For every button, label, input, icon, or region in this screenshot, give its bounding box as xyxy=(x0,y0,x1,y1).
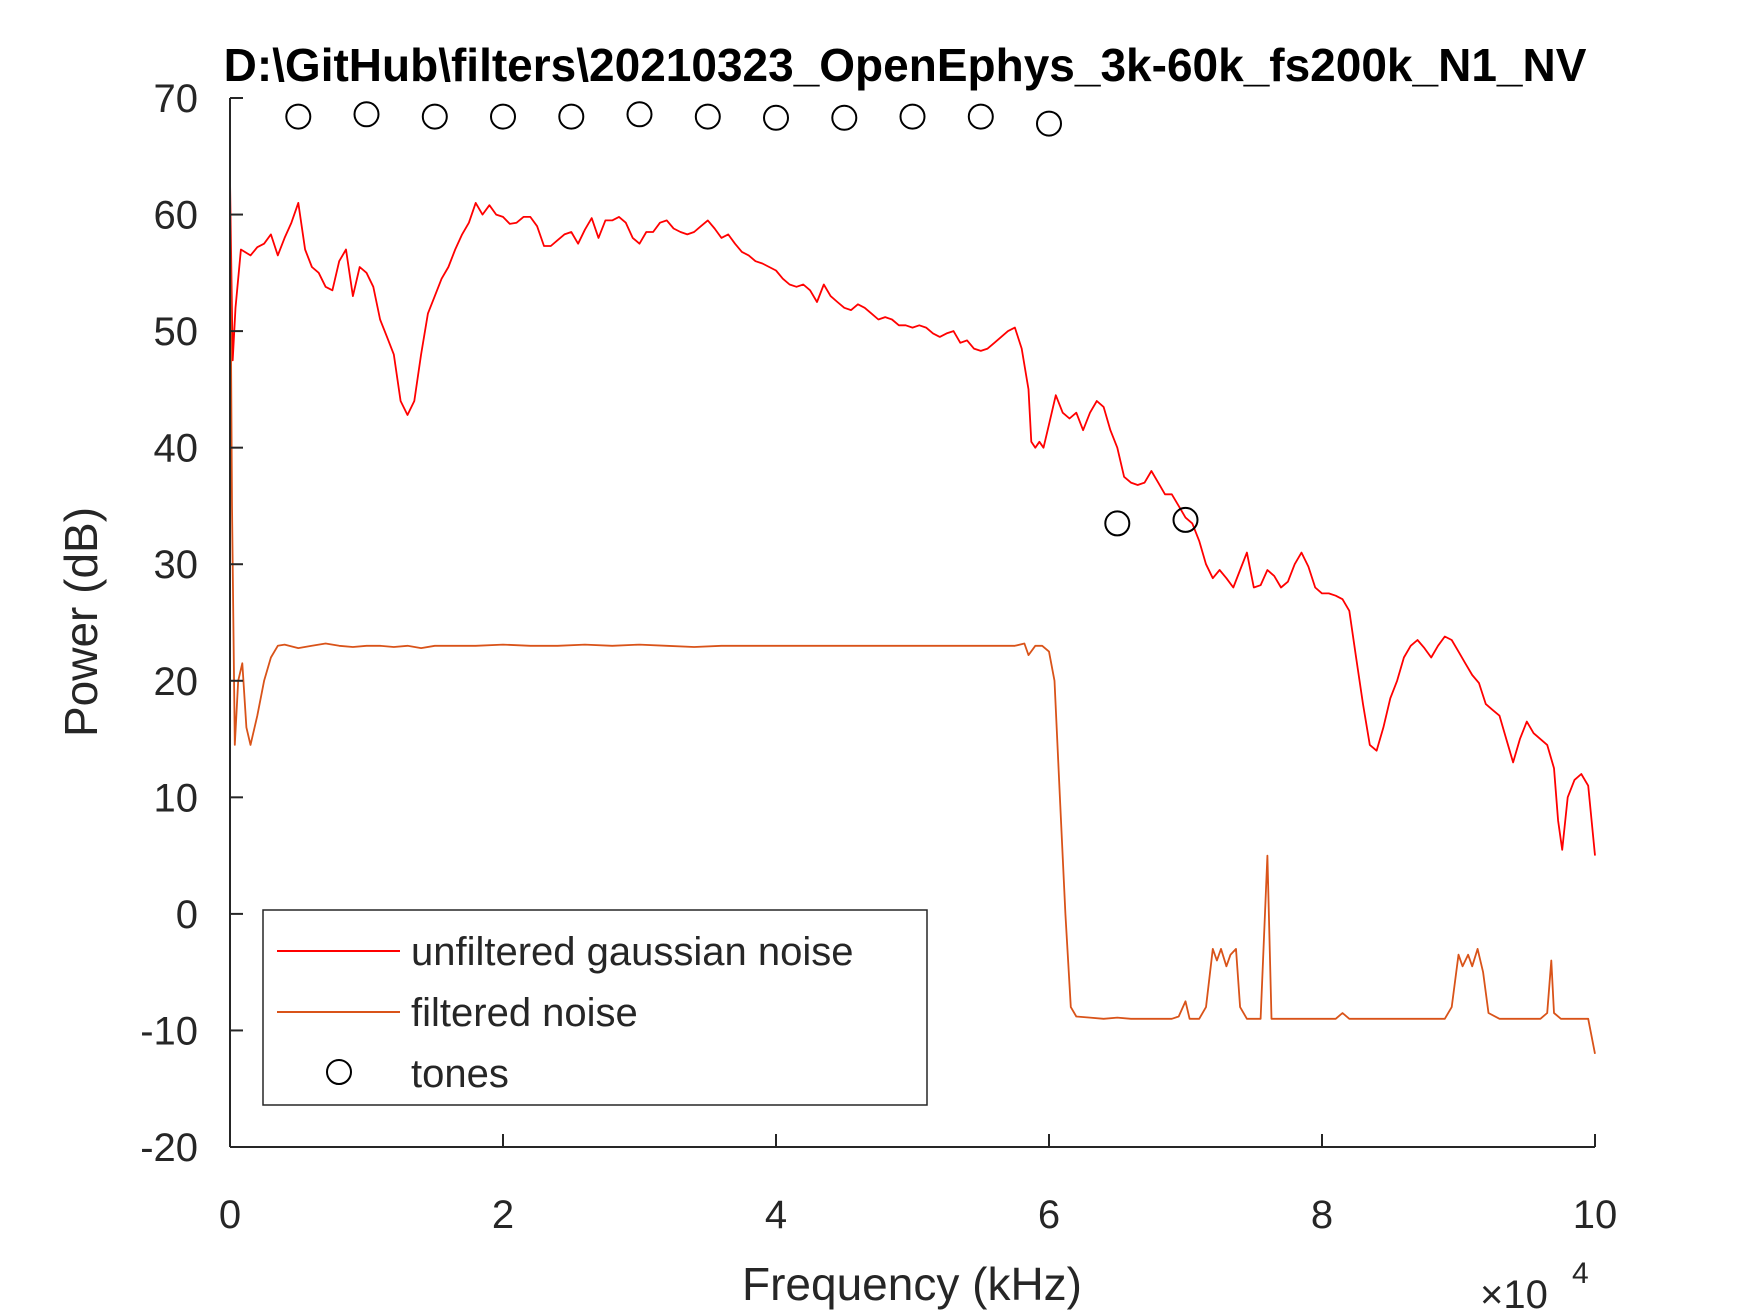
tone-marker xyxy=(1036,110,1062,137)
x-tick-label: 6 xyxy=(1038,1193,1060,1237)
x-tick-label: 8 xyxy=(1311,1193,1333,1237)
legend-box xyxy=(262,909,928,1106)
tone-marker xyxy=(694,103,721,130)
y-tick-label: 20 xyxy=(154,660,199,704)
tone-marker xyxy=(421,103,448,130)
tone-marker xyxy=(899,103,926,130)
x-tick-label: 2 xyxy=(492,1193,514,1237)
series-layer xyxy=(229,101,1596,1054)
y-tick-label: -10 xyxy=(140,1009,198,1053)
tone-marker xyxy=(1172,506,1199,533)
y-tick-label: -20 xyxy=(140,1126,198,1170)
legend: unfiltered gaussian noise filtered noise… xyxy=(262,909,928,1106)
x-exponent-base: ×10 xyxy=(1480,1273,1548,1313)
chart-title: D:\GitHub\filters\20210323_OpenEphys_3k-… xyxy=(224,39,1587,91)
x-ticks: 0 2 4 6 8 10 xyxy=(219,1134,1617,1237)
tone-marker xyxy=(626,101,653,128)
y-tick-label: 0 xyxy=(176,893,198,937)
legend-marker-tones xyxy=(326,1059,352,1085)
tone-marker xyxy=(831,104,858,131)
tone-marker xyxy=(967,103,994,130)
legend-label-tones: tones xyxy=(411,1052,509,1096)
x-axis-label: Frequency (kHz) xyxy=(742,1258,1082,1310)
legend-label-filtered: filtered noise xyxy=(411,991,638,1035)
y-tick-label: 30 xyxy=(154,543,199,587)
legend-label-unfiltered: unfiltered gaussian noise xyxy=(411,930,854,974)
tone-marker xyxy=(763,104,789,131)
tone-marker xyxy=(1104,510,1131,537)
y-tick-label: 40 xyxy=(154,427,199,471)
x-tick-label: 10 xyxy=(1573,1193,1618,1237)
y-tick-label: 10 xyxy=(154,776,199,820)
y-tick-label: 70 xyxy=(154,77,199,121)
y-ticks: -20 -10 0 10 20 30 40 50 60 70 xyxy=(140,77,243,1170)
plot-area: 0 2 4 6 8 10 -20 -10 0 10 20 30 40 50 60 70 xyxy=(140,77,1617,1237)
y-axis-label: Power (dB) xyxy=(55,507,107,737)
tone-marker xyxy=(558,103,585,130)
x-exponent: ×10 4 xyxy=(1480,1257,1589,1313)
y-tick-label: 60 xyxy=(154,194,199,238)
tone-marker xyxy=(353,101,380,128)
x-tick-label: 0 xyxy=(219,1193,241,1237)
tone-marker xyxy=(490,103,516,130)
tone-marker xyxy=(285,103,312,130)
series-line-0 xyxy=(229,179,1596,856)
x-tick-label: 4 xyxy=(765,1193,787,1237)
x-exponent-power: 4 xyxy=(1572,1257,1589,1290)
series-line-1 xyxy=(229,191,1596,1054)
y-tick-label: 50 xyxy=(154,310,199,354)
